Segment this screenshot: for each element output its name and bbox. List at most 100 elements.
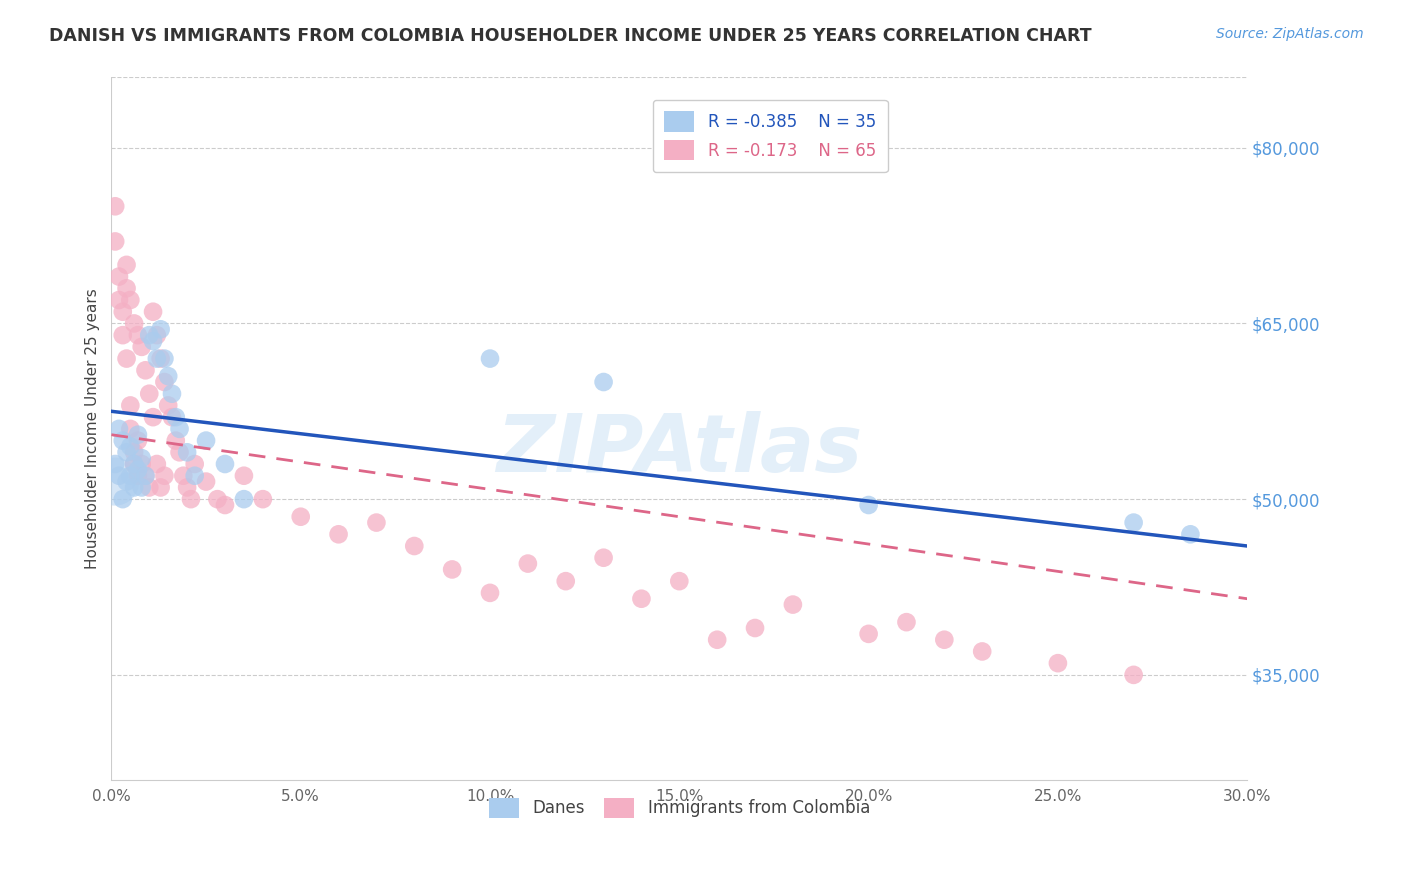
Point — [169, 445, 191, 459]
Point — [858, 627, 880, 641]
Point — [153, 375, 176, 389]
Point — [896, 615, 918, 629]
Point — [1122, 516, 1144, 530]
Point — [195, 434, 218, 448]
Point — [252, 492, 274, 507]
Point — [127, 468, 149, 483]
Point — [516, 557, 538, 571]
Point — [214, 457, 236, 471]
Point — [782, 598, 804, 612]
Point — [115, 258, 138, 272]
Point — [138, 480, 160, 494]
Point — [134, 363, 156, 377]
Point — [165, 434, 187, 448]
Point — [183, 457, 205, 471]
Point — [115, 445, 138, 459]
Point — [142, 304, 165, 318]
Point — [111, 434, 134, 448]
Point — [1180, 527, 1202, 541]
Point — [1122, 668, 1144, 682]
Point — [122, 445, 145, 459]
Point — [104, 235, 127, 249]
Point — [479, 351, 502, 366]
Point — [108, 269, 131, 284]
Point — [706, 632, 728, 647]
Point — [195, 475, 218, 489]
Point — [104, 457, 127, 471]
Point — [127, 427, 149, 442]
Point — [366, 516, 388, 530]
Point — [120, 468, 142, 483]
Point — [134, 468, 156, 483]
Point — [1046, 656, 1069, 670]
Point — [169, 422, 191, 436]
Point — [122, 317, 145, 331]
Point — [120, 439, 142, 453]
Legend: Danes, Immigrants from Colombia: Danes, Immigrants from Colombia — [482, 791, 877, 825]
Point — [127, 463, 149, 477]
Point — [138, 328, 160, 343]
Point — [131, 451, 153, 466]
Point — [180, 492, 202, 507]
Point — [131, 480, 153, 494]
Point — [127, 328, 149, 343]
Point — [142, 334, 165, 348]
Point — [120, 293, 142, 307]
Point — [172, 468, 194, 483]
Point — [134, 468, 156, 483]
Point — [104, 475, 127, 489]
Point — [149, 322, 172, 336]
Point — [131, 457, 153, 471]
Point — [479, 586, 502, 600]
Point — [668, 574, 690, 589]
Point — [108, 293, 131, 307]
Point — [554, 574, 576, 589]
Point — [115, 351, 138, 366]
Point — [183, 468, 205, 483]
Point — [176, 445, 198, 459]
Point — [120, 422, 142, 436]
Point — [122, 480, 145, 494]
Point — [108, 468, 131, 483]
Point — [146, 351, 169, 366]
Point — [232, 468, 254, 483]
Point — [592, 375, 614, 389]
Point — [146, 328, 169, 343]
Point — [592, 550, 614, 565]
Point — [157, 369, 180, 384]
Point — [111, 492, 134, 507]
Point — [142, 410, 165, 425]
Point — [441, 562, 464, 576]
Point — [146, 457, 169, 471]
Point — [858, 498, 880, 512]
Point — [111, 328, 134, 343]
Point — [115, 475, 138, 489]
Point — [744, 621, 766, 635]
Point — [131, 340, 153, 354]
Point — [138, 386, 160, 401]
Point — [160, 410, 183, 425]
Point — [120, 399, 142, 413]
Point — [934, 632, 956, 647]
Point — [157, 399, 180, 413]
Point — [122, 457, 145, 471]
Point — [328, 527, 350, 541]
Point — [176, 480, 198, 494]
Point — [404, 539, 426, 553]
Point — [111, 304, 134, 318]
Point — [160, 386, 183, 401]
Point — [290, 509, 312, 524]
Point — [115, 281, 138, 295]
Point — [149, 351, 172, 366]
Text: Source: ZipAtlas.com: Source: ZipAtlas.com — [1216, 27, 1364, 41]
Point — [104, 199, 127, 213]
Point — [108, 422, 131, 436]
Text: ZIPAtlas: ZIPAtlas — [496, 411, 862, 489]
Point — [149, 480, 172, 494]
Y-axis label: Householder Income Under 25 years: Householder Income Under 25 years — [86, 288, 100, 569]
Point — [127, 434, 149, 448]
Point — [972, 644, 994, 658]
Point — [153, 351, 176, 366]
Point — [214, 498, 236, 512]
Point — [153, 468, 176, 483]
